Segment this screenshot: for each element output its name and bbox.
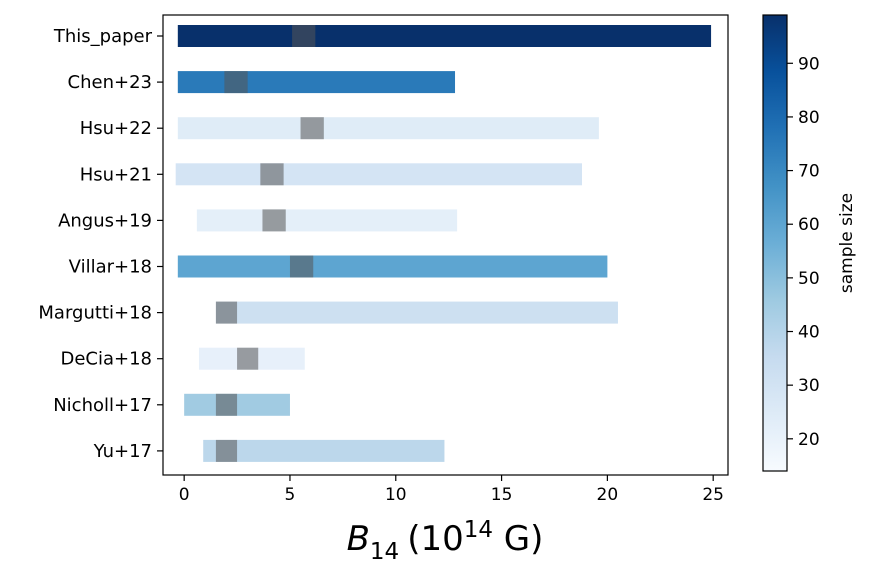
- x-axis: 0 5 10 15 20 25: [179, 475, 724, 505]
- colorbar-tick-label-30: 30: [798, 376, 820, 396]
- x-tick-label-20: 20: [597, 485, 619, 505]
- median-marker-angus-19: [262, 209, 286, 232]
- y-axis: This_paper Chen+23 Hsu+22 Hsu+21 Angus+19 Vil…: [38, 26, 163, 462]
- range-bar-hsu-21: [175, 163, 582, 186]
- median-marker-margutti-18: [215, 301, 238, 324]
- colorbar-label: sample size: [837, 193, 857, 293]
- x-tick-label-25: 25: [702, 485, 724, 505]
- x-axis-label-subscript: 14: [370, 539, 399, 565]
- median-marker-this-paper: [292, 25, 316, 47]
- x-tick-label-15: 15: [491, 485, 513, 505]
- y-tick-label-yu-17: Yu+17: [93, 441, 152, 462]
- colorbar-tick-label-40: 40: [798, 323, 820, 343]
- x-tick-label-5: 5: [285, 485, 296, 505]
- range-bar-chen-23: [177, 71, 456, 94]
- y-tick-label-hsu-21: Hsu+21: [80, 164, 152, 185]
- x-axis-label-unit-prefix: (10: [407, 519, 464, 559]
- x-axis-label-symbol: B: [347, 519, 370, 559]
- range-bar-villar-18: [177, 255, 608, 278]
- colorbar-tick-label-90: 90: [798, 54, 820, 74]
- median-marker-decia-18: [237, 347, 259, 370]
- range-bar-yu-17: [203, 439, 445, 462]
- y-tick-label-decia-18: DeCia+18: [60, 349, 152, 370]
- range-bar-this-paper: [177, 25, 712, 47]
- colorbar: 20 30 40 50 60 70 80 90 sample size: [762, 14, 857, 472]
- colorbar-tick-label-60: 60: [798, 215, 820, 235]
- y-tick-label-margutti-18: Margutti+18: [38, 303, 152, 324]
- x-tick-label-10: 10: [385, 485, 407, 505]
- median-marker-hsu-22: [300, 117, 324, 140]
- colorbar-tick-label-20: 20: [798, 430, 820, 450]
- y-tick-label-nicholl-17: Nicholl+17: [53, 395, 152, 416]
- colorbar-tick-label-80: 80: [798, 108, 820, 128]
- x-axis-label-superscript: 14: [464, 517, 493, 543]
- median-marker-villar-18: [289, 255, 314, 278]
- median-marker-yu-17: [215, 439, 238, 462]
- y-tick-label-angus-19: Angus+19: [58, 210, 152, 231]
- median-marker-nicholl-17: [215, 393, 238, 416]
- y-tick-label-hsu-22: Hsu+22: [80, 118, 152, 139]
- x-tick-label-0: 0: [179, 485, 190, 505]
- plot-frame: [162, 14, 729, 476]
- median-marker-chen-23: [224, 71, 248, 94]
- range-bar-angus-19: [196, 209, 458, 232]
- colorbar-gradient: [762, 14, 788, 472]
- colorbar-tick-label-70: 70: [798, 162, 820, 182]
- y-tick-label-villar-18: Villar+18: [69, 257, 152, 278]
- colorbar-ticks: 20 30 40 50 60 70 80 90: [787, 54, 820, 450]
- y-tick-label-chen-23: Chen+23: [68, 72, 152, 93]
- range-bar-hsu-22: [177, 117, 599, 140]
- median-marker-hsu-21: [260, 163, 284, 186]
- x-axis-label: B14 (1014 G): [347, 517, 544, 565]
- x-axis-label-unit-suffix: G): [493, 519, 543, 559]
- colorbar-tick-label-50: 50: [798, 269, 820, 289]
- y-tick-label-this-paper: This_paper: [53, 26, 153, 47]
- range-bar-margutti-18: [215, 301, 618, 324]
- bars-layer: [175, 25, 712, 462]
